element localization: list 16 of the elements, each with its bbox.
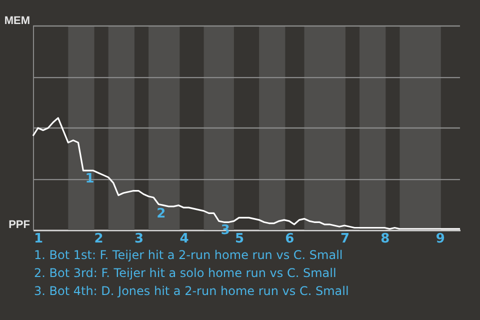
x-tick-label: 5 [234, 232, 244, 246]
x-tick-label: 9 [436, 232, 445, 246]
text: MEM [4, 15, 30, 27]
x-tick-label: 2 [94, 232, 104, 246]
text: PPF [8, 219, 30, 231]
x-tick-label: 1 [34, 232, 44, 246]
x-tick-label: 7 [340, 232, 350, 246]
text: 2. Bot 3rd: F. Teijer hit a solo home run vs C. Small [34, 265, 338, 282]
annotation: 2 [156, 206, 166, 222]
x-tick-label: 3 [134, 232, 144, 246]
x-tick-label: 8 [380, 232, 390, 246]
x-tick-label: 6 [285, 232, 294, 246]
text: 3. Bot 4th: D. Jones hit a 2-run home run vs C. Small [34, 283, 349, 300]
text: 1. Bot 1st: F. Teijer hit a 2-run home run vs C. Small [34, 247, 344, 264]
x-tick-label: 4 [180, 232, 189, 246]
annotation: 1 [85, 172, 94, 187]
